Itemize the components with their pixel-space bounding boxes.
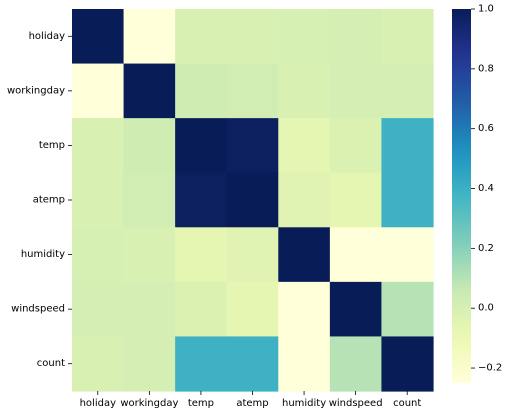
heatmap-cell-temp-atemp (226, 118, 279, 174)
heatmap-cell-count-windspeed (329, 336, 383, 392)
heatmap-cell-humidity-count (381, 227, 434, 283)
heatmap-cell-count-count (381, 336, 434, 392)
y-tick-label-count: count (37, 358, 65, 369)
y-tick-label-temp: temp (39, 140, 65, 151)
heatmap-cell-workingday-windspeed (329, 63, 383, 119)
heatmap-cell-count-temp (175, 336, 228, 392)
heatmap-cell-humidity-workingday (123, 227, 176, 283)
heatmap-cell-windspeed-workingday (123, 281, 176, 338)
heatmap-cell-humidity-atemp (226, 227, 279, 283)
heatmap-cell-temp-temp (175, 118, 228, 174)
y-tick-label-humidity: humidity (21, 249, 65, 260)
heatmap-cell-humidity-windspeed (329, 227, 383, 283)
heatmap-cell-humidity-temp (175, 227, 228, 283)
heatmap-cell-temp-humidity (278, 118, 331, 174)
heatmap-cell-atemp-humidity (278, 172, 331, 228)
heatmap-cell-atemp-windspeed (329, 172, 383, 228)
heatmap-cell-atemp-holiday (72, 172, 125, 228)
heatmap-cell-workingday-workingday (123, 63, 176, 119)
x-tick-label-holiday: holiday (80, 398, 116, 409)
heatmap-cell-count-holiday (72, 336, 125, 392)
heatmap-cell-workingday-atemp (226, 63, 279, 119)
y-tick-label-atemp: atemp (33, 195, 65, 206)
heatmap-cell-atemp-atemp (226, 172, 279, 228)
heatmap-cell-temp-count (381, 118, 434, 174)
heatmap-cell-holiday-temp (175, 9, 228, 65)
heatmap-cell-workingday-temp (175, 63, 228, 119)
y-tick-label-workingday: workingday (7, 85, 65, 96)
heatmap-cell-workingday-holiday (72, 63, 125, 119)
heatmap-cell-windspeed-count (381, 281, 434, 338)
y-tick-label-holiday: holiday (29, 31, 65, 42)
y-tick-label-windspeed: windspeed (11, 304, 65, 315)
heatmap-cell-windspeed-windspeed (329, 281, 383, 338)
heatmap-cell-workingday-count (381, 63, 434, 119)
heatmap-cell-windspeed-atemp (226, 281, 279, 338)
x-tick-label-workingday: workingday (120, 398, 178, 409)
heatmap-cell-holiday-atemp (226, 9, 279, 65)
x-tick-label-count: count (393, 398, 421, 409)
heatmap-cell-atemp-workingday (123, 172, 176, 228)
heatmap-cell-windspeed-humidity (278, 281, 331, 338)
y-axis-tick-labels: holiday workingday temp atemp humidity windsp… (7, 31, 72, 369)
heatmap-cell-humidity-holiday (72, 227, 125, 283)
heatmap-cell-holiday-holiday (72, 9, 125, 65)
heatmap-cell-humidity-humidity (278, 227, 331, 283)
heatmap-cell-holiday-workingday (123, 9, 176, 65)
heatmap-cell-atemp-count (381, 172, 434, 228)
x-tick-label-temp: temp (188, 398, 214, 409)
heatmap-cell-temp-windspeed (329, 118, 383, 174)
heatmap-cell-holiday-count (381, 9, 434, 65)
colorbar-tick-label: 0.2 (478, 243, 494, 254)
heatmap-cell-count-humidity (278, 336, 331, 392)
colorbar-tick-label: 0.8 (478, 63, 494, 74)
heatmap-cells (72, 9, 434, 392)
x-tick-label-windspeed: windspeed (329, 398, 383, 409)
heatmap-cell-holiday-humidity (278, 9, 331, 65)
colorbar-tick-label: 0.6 (478, 123, 494, 134)
colorbar-tick-label: −0.2 (478, 363, 502, 374)
colorbar: −0.2 0.0 0.2 0.4 0.6 0.8 1.0 (452, 4, 502, 383)
heatmap-cell-atemp-temp (175, 172, 228, 228)
colorbar-tick-label: 0.0 (478, 303, 494, 314)
heatmap-cell-windspeed-temp (175, 281, 228, 338)
colorbar-tick-label: 0.4 (478, 183, 494, 194)
x-tick-label-humidity: humidity (282, 398, 326, 409)
x-axis-tick-labels: holiday workingday temp atemp humidity windsp… (80, 391, 421, 409)
heatmap-cell-temp-workingday (123, 118, 176, 174)
heatmap-cell-holiday-windspeed (329, 9, 383, 65)
colorbar-tick-label: 1.0 (478, 4, 494, 15)
colorbar-gradient (452, 9, 471, 383)
heatmap-cell-windspeed-holiday (72, 281, 125, 338)
heatmap-cell-workingday-humidity (278, 63, 331, 119)
heatmap-cell-temp-holiday (72, 118, 125, 174)
heatmap-cell-count-workingday (123, 336, 176, 392)
x-tick-label-atemp: atemp (236, 398, 268, 409)
heatmap-cell-count-atemp (226, 336, 279, 392)
